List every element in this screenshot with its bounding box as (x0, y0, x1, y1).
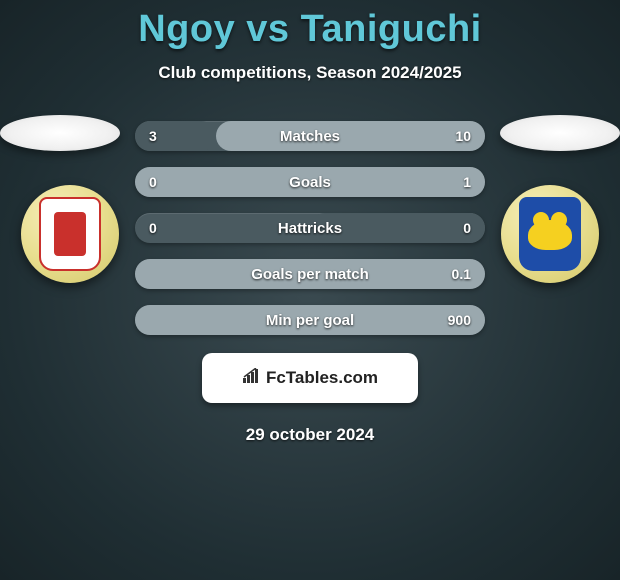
stat-label: Goals (289, 174, 331, 191)
stat-label: Hattricks (278, 220, 342, 237)
club-badge-left (21, 185, 119, 283)
stats-container: 3Matches100Goals10Hattricks0Goals per ma… (0, 121, 620, 445)
logo-text: FcTables.com (242, 368, 378, 389)
stat-row: Goals per match 0.1 (135, 259, 485, 289)
stat-row: 0 Goals 1 (135, 167, 485, 197)
player-photo-right (500, 115, 620, 151)
stat-value-right: 0 (463, 220, 471, 236)
stat-label: Min per goal (266, 312, 354, 329)
chart-icon (242, 368, 262, 389)
player-photo-left (0, 115, 120, 151)
standard-liege-crest-icon (39, 197, 101, 271)
stat-row: Min per goal 900 (135, 305, 485, 335)
stat-label: Goals per match (251, 266, 369, 283)
eagle-icon (528, 212, 572, 256)
stat-row: 3 Matches 10 (135, 121, 485, 151)
stat-value-right: 0.1 (452, 266, 471, 282)
stat-value-right: 10 (455, 128, 471, 144)
competition-subtitle: Club competitions, Season 2024/2025 (0, 63, 620, 83)
stat-bar-right (216, 121, 486, 151)
stat-bar-left (135, 121, 216, 151)
stat-row: 0 Hattricks 0 (135, 213, 485, 243)
snapshot-date: 29 october 2024 (0, 425, 620, 445)
stat-value-right: 900 (448, 312, 471, 328)
logo-label: FcTables.com (266, 368, 378, 388)
stats-list: 3Matches100Goals10Hattricks0Goals per ma… (135, 121, 485, 335)
fctables-logo[interactable]: FcTables.com (202, 353, 418, 403)
club-badge-right (501, 185, 599, 283)
stat-value-left: 0 (149, 174, 157, 190)
stat-value-left: 3 (149, 128, 157, 144)
stat-value-left: 0 (149, 220, 157, 236)
comparison-title: Ngoy vs Taniguchi (0, 0, 620, 51)
stat-value-right: 1 (463, 174, 471, 190)
stat-label: Matches (280, 128, 340, 145)
stvv-crest-icon (519, 197, 581, 271)
